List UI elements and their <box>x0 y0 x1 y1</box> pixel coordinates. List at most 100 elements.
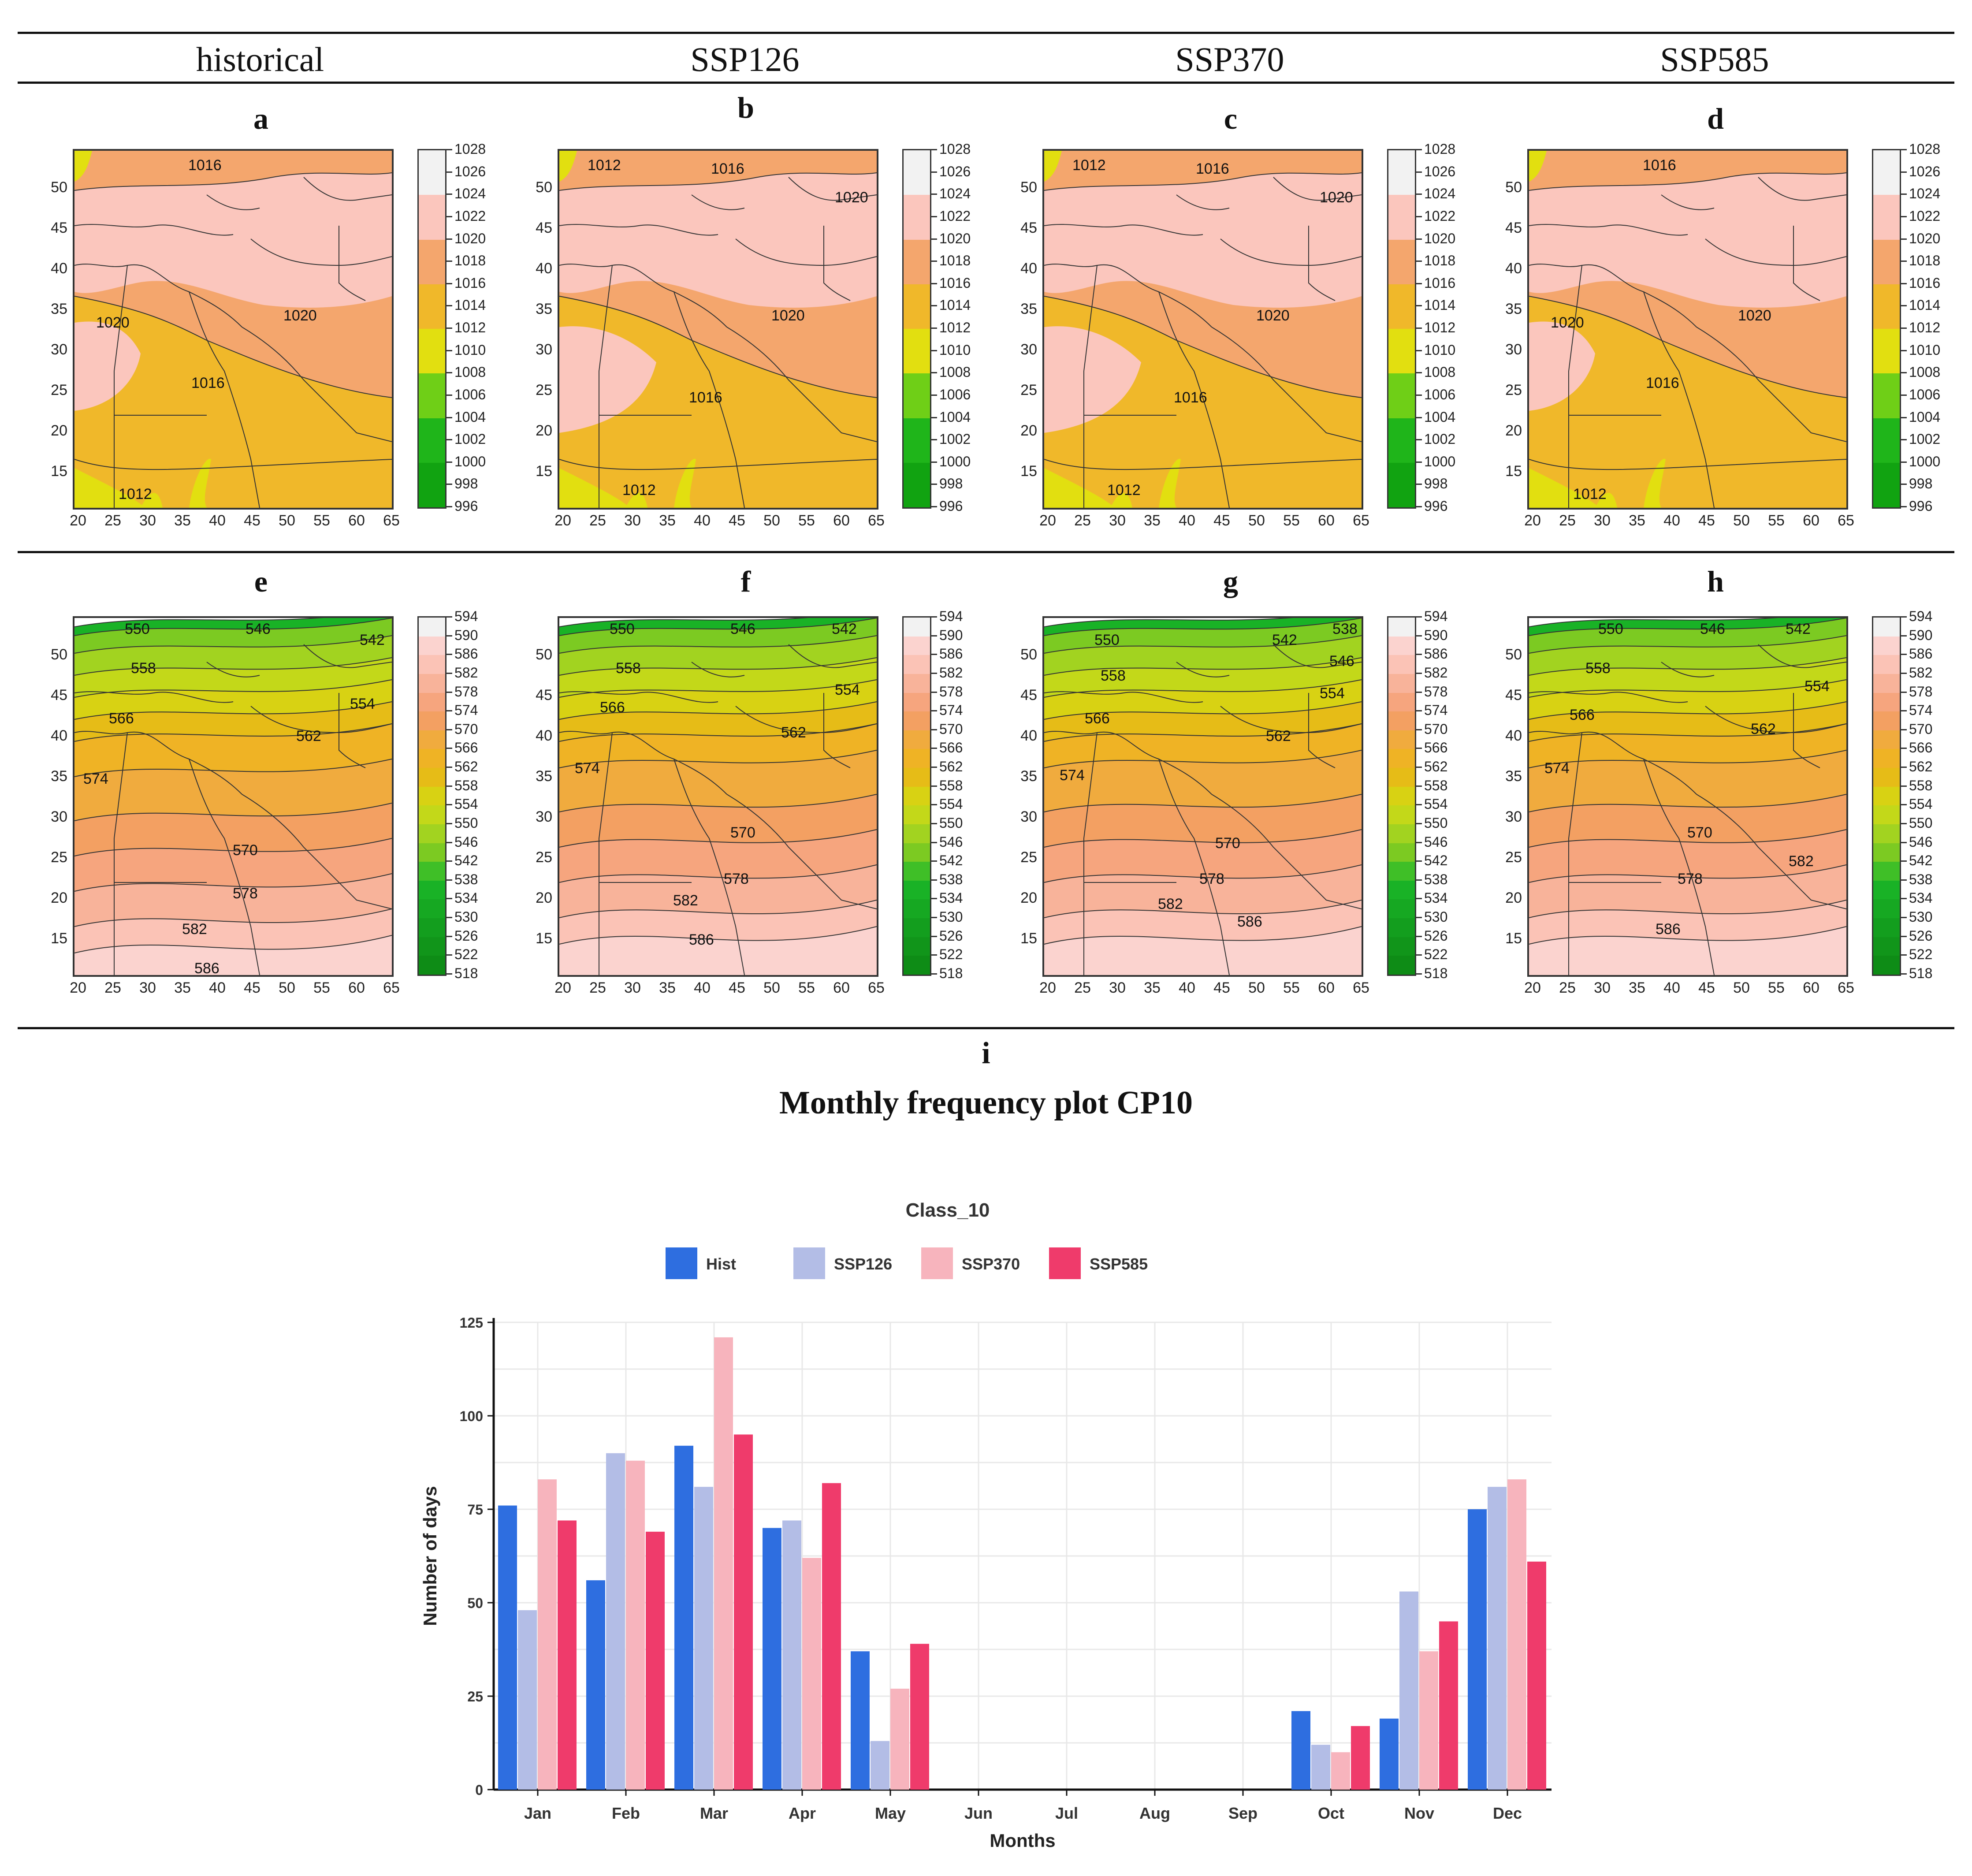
z500-colorbar <box>1872 616 1901 976</box>
lon-tick-label: 50 <box>279 512 295 529</box>
contour-label: 586 <box>194 960 220 977</box>
contour-label: 578 <box>233 885 258 902</box>
lat-tick-label: 30 <box>536 808 552 825</box>
colorbar-segment <box>1873 937 1900 956</box>
contour-label: 558 <box>1585 660 1611 677</box>
panel-label-e: e <box>254 565 268 598</box>
colorbar-tick-mark <box>445 860 452 862</box>
lat-tick-label: 40 <box>51 260 67 277</box>
lat-tick-label: 20 <box>1505 890 1522 906</box>
colorbar-tick-label: 558 <box>454 777 478 793</box>
contour-label: 546 <box>1700 621 1725 637</box>
colorbar-tick-label: 1000 <box>939 453 971 469</box>
colorbar-tick-mark <box>445 954 452 956</box>
colorbar-tick-label: 586 <box>1909 646 1933 662</box>
slp-colorbar <box>1872 149 1901 509</box>
colorbar-tick-mark <box>1415 194 1422 195</box>
colorbar-tick-label: 550 <box>1909 815 1933 831</box>
lon-tick-label: 30 <box>1109 979 1126 996</box>
colorbar-segment <box>419 262 445 284</box>
colorbar-segment <box>419 918 445 937</box>
contour-label: 554 <box>1320 685 1345 702</box>
legend-swatch <box>1049 1247 1081 1279</box>
contour-label: 542 <box>1272 632 1297 648</box>
colorbar-tick-label: 574 <box>1909 702 1933 718</box>
colorbar-tick-mark <box>1415 461 1422 463</box>
colorbar-tick-mark <box>1900 954 1907 956</box>
colorbar-tick-label: 566 <box>454 740 478 756</box>
colorbar-tick-mark <box>930 194 937 195</box>
y-axis-title: Number of days <box>420 1486 440 1626</box>
colorbar-tick-label: 522 <box>454 946 478 963</box>
contour-label: 542 <box>1786 621 1811 637</box>
lon-tick-label: 65 <box>868 512 885 529</box>
colorbar-tick-label: 586 <box>1424 646 1448 662</box>
colorbar-tick-label: 518 <box>1909 965 1933 981</box>
colorbar-tick-mark <box>1415 935 1422 937</box>
colorbar-tick-mark <box>445 898 452 900</box>
contour-label: 1012 <box>1573 486 1607 502</box>
y-tick-label: 50 <box>467 1595 483 1611</box>
colorbar-segment <box>1873 172 1900 195</box>
colorbar-segment <box>419 239 445 262</box>
colorbar-tick-mark <box>1900 328 1907 329</box>
lon-tick-label: 60 <box>1803 512 1819 529</box>
colorbar-tick-label: 1016 <box>454 275 486 291</box>
lon-tick-label: 45 <box>1698 512 1715 529</box>
colorbar-tick-label: 578 <box>1909 683 1933 700</box>
contour-label: 1016 <box>1643 157 1676 174</box>
colorbar-segment <box>419 195 445 217</box>
colorbar-segment <box>1873 880 1900 900</box>
colorbar-tick-label: 546 <box>1909 834 1933 850</box>
map-field <box>1044 151 1362 508</box>
bar-ssp585-dec <box>1527 1561 1546 1790</box>
colorbar-tick-label: 1024 <box>1424 186 1456 202</box>
y-tick-label: 0 <box>475 1782 483 1798</box>
bar-ssp370-jan <box>538 1479 557 1790</box>
colorbar-tick-mark <box>1900 823 1907 824</box>
y-tick-label: 25 <box>467 1689 483 1705</box>
lon-tick-label: 35 <box>1629 512 1645 529</box>
contour-label: 1020 <box>1256 307 1290 324</box>
colorbar-segment <box>419 843 445 862</box>
map-field <box>74 618 392 975</box>
colorbar-tick-mark <box>445 616 452 618</box>
contour-label: 582 <box>182 921 207 938</box>
contour-label: 1016 <box>191 375 225 391</box>
colorbar-tick-mark <box>930 767 937 768</box>
colorbar-tick-mark <box>445 305 452 307</box>
colorbar-tick-label: 1024 <box>454 186 486 202</box>
bar-ssp126-nov <box>1399 1591 1418 1790</box>
slp-map-historical: 1016 1020 1020 1016 1012 <box>73 149 394 510</box>
colorbar-segment <box>1388 217 1415 240</box>
panel-label-a: a <box>253 102 268 135</box>
colorbar-tick-mark <box>445 767 452 768</box>
colorbar-segment <box>904 262 930 284</box>
colorbar-segment <box>1388 284 1415 307</box>
colorbar-tick-label: 1028 <box>1909 141 1941 157</box>
colorbar-tick-label: 538 <box>1424 871 1448 887</box>
colorbar-tick-label: 1008 <box>1424 364 1456 380</box>
colorbar-segment <box>904 462 930 485</box>
legend-label: SSP370 <box>962 1255 1020 1273</box>
lat-tick-label: 25 <box>1020 382 1037 398</box>
colorbar-segment <box>904 862 930 881</box>
legend-label: Hist <box>706 1255 736 1273</box>
colorbar-tick-mark <box>445 654 452 655</box>
contour-label: 558 <box>616 660 641 677</box>
lon-tick-label: 55 <box>1768 979 1785 996</box>
colorbar-tick-label: 1006 <box>1909 386 1941 402</box>
x-axis-title: Months <box>990 1830 1055 1851</box>
lat-tick-label: 25 <box>536 382 552 398</box>
legend-swatch <box>793 1247 825 1279</box>
colorbar-tick-label: 1012 <box>1909 320 1941 335</box>
colorbar-segment <box>1873 351 1900 374</box>
contour-label: 1020 <box>771 307 805 324</box>
contour-label: 550 <box>1094 632 1120 648</box>
colorbar-segment <box>1873 418 1900 441</box>
colorbar-tick-mark <box>1415 149 1422 150</box>
contour-label: 1012 <box>588 157 621 174</box>
colorbar-tick-label: 1024 <box>1909 186 1941 202</box>
colorbar-segment <box>904 418 930 441</box>
colorbar-segment <box>419 674 445 693</box>
